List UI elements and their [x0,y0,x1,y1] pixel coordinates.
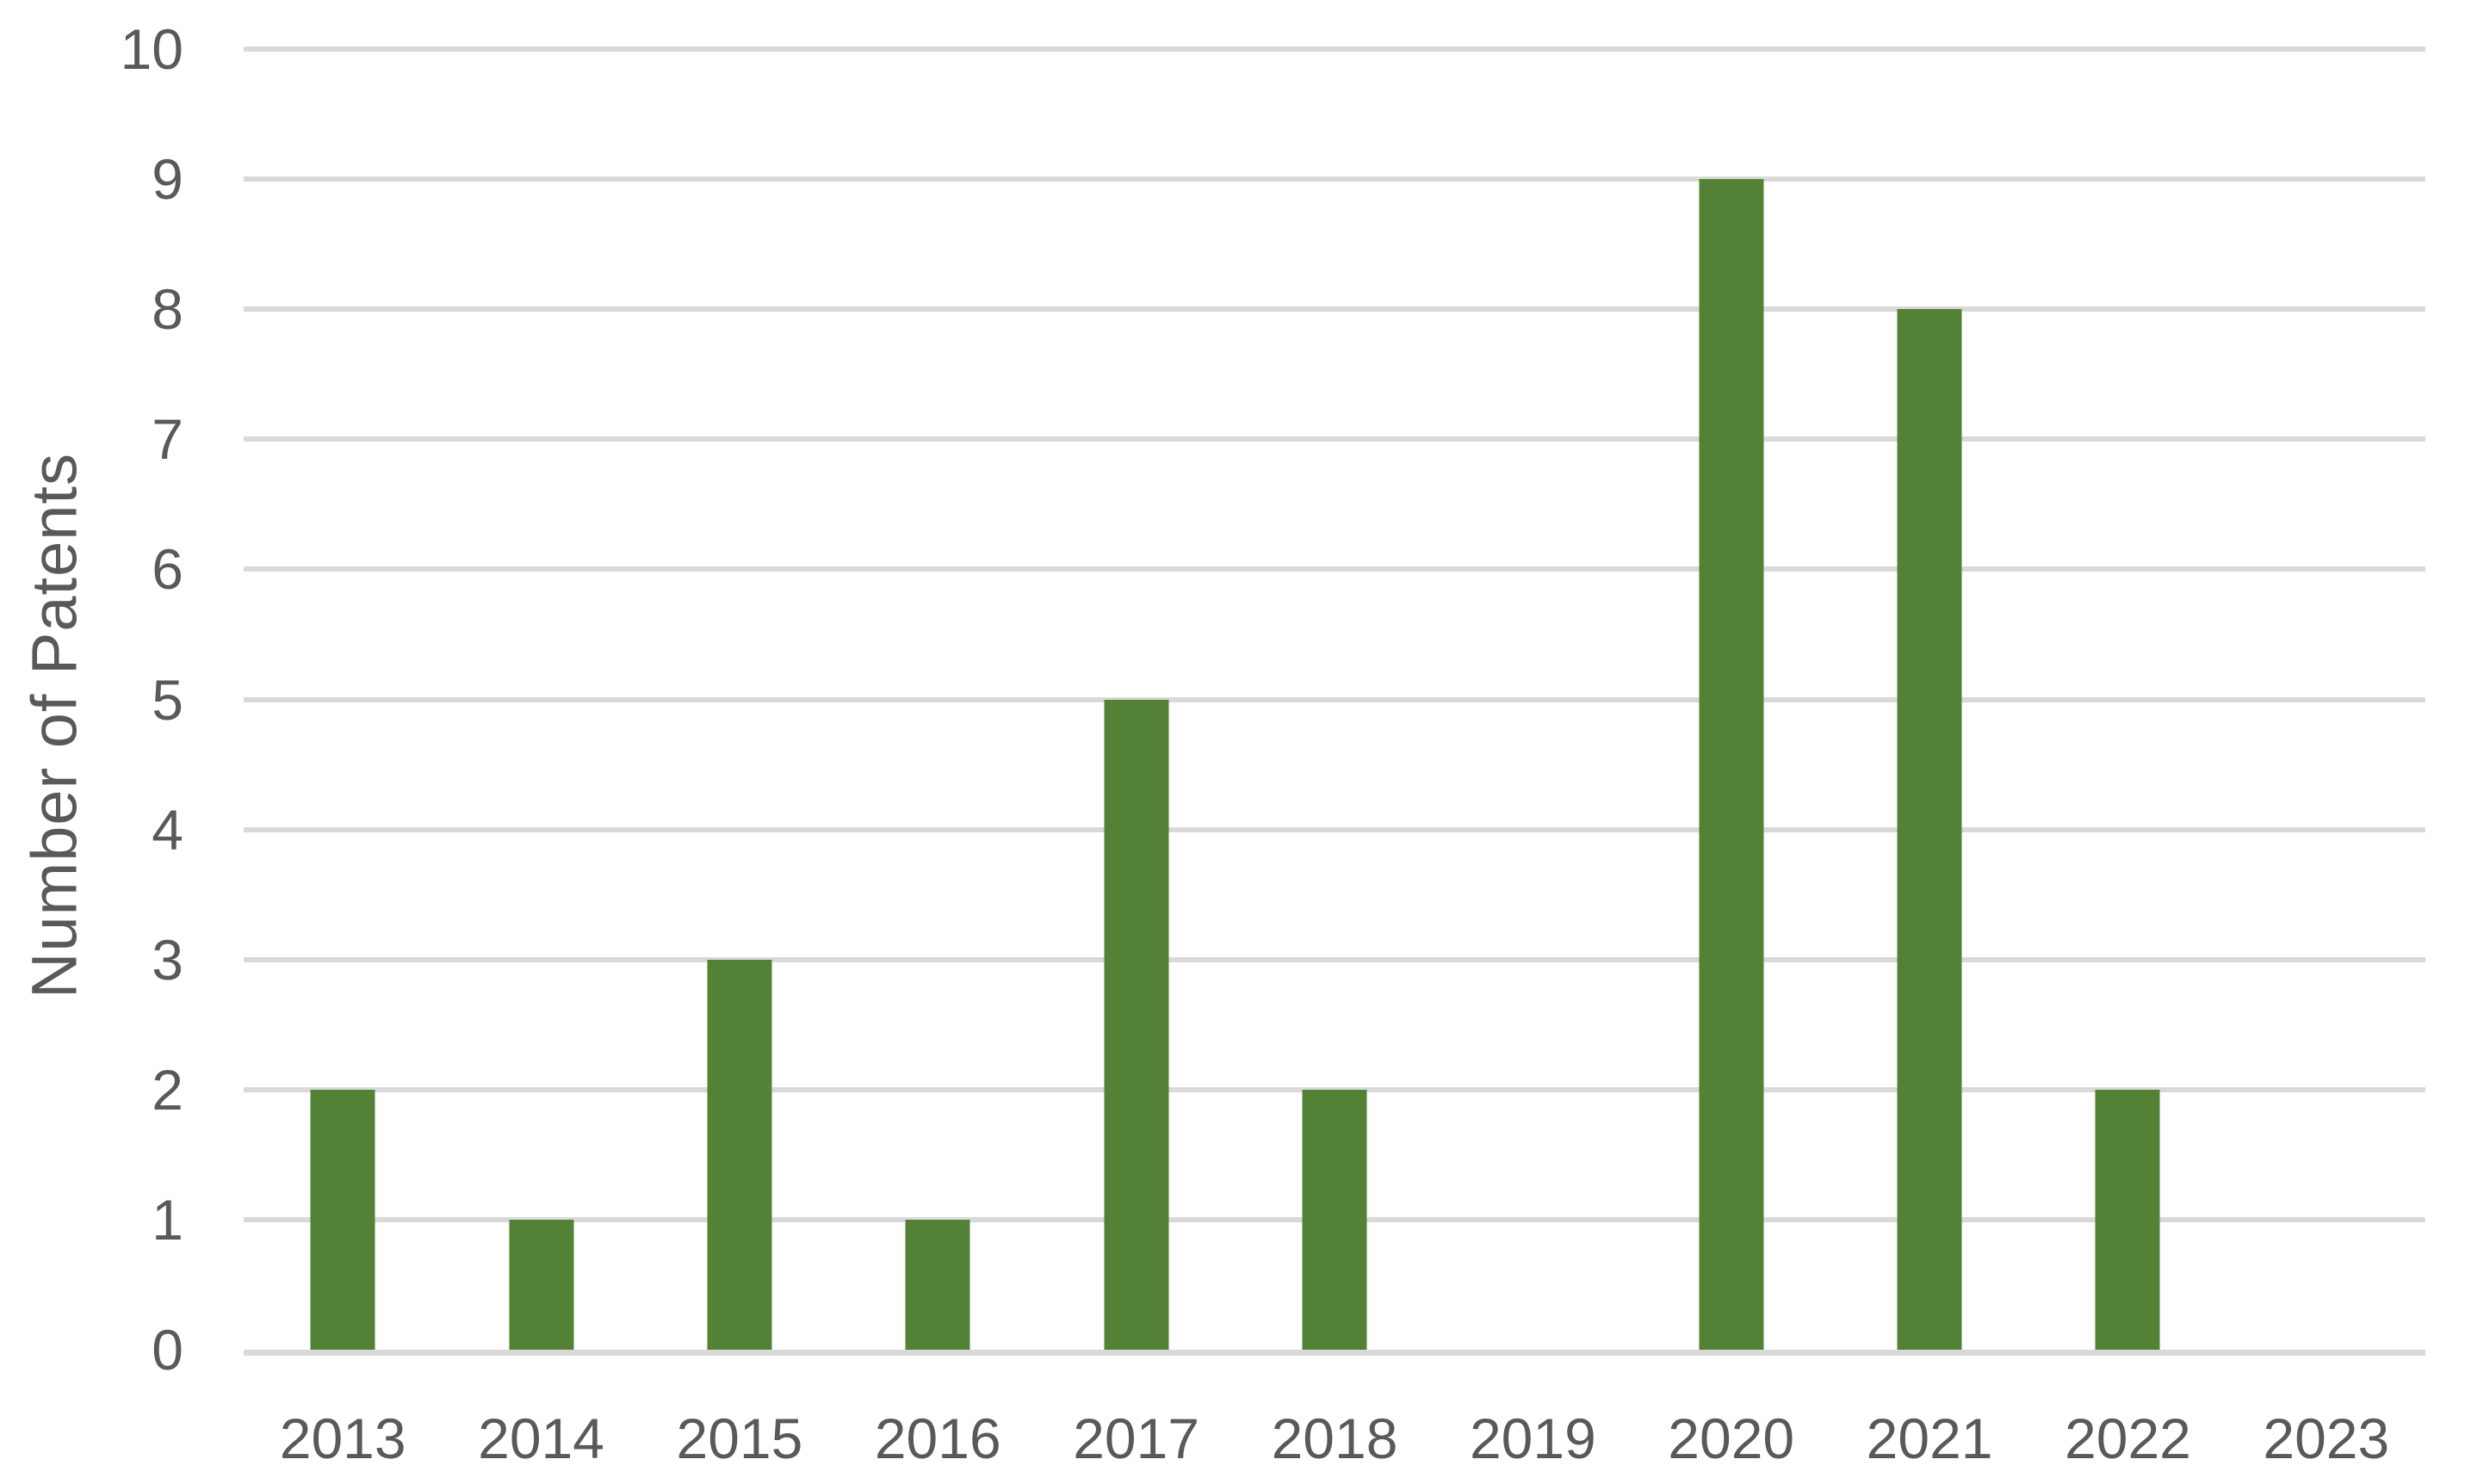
bar-2017 [1104,699,1169,1350]
x-tick-label-2016: 2016 [874,1407,1001,1470]
plot-area [244,46,2425,1356]
bar-2021 [1897,309,1962,1350]
x-tick-label-2021: 2021 [1866,1407,1993,1470]
y-tick-label-5: 5 [152,667,183,732]
x-tick-label-2022: 2022 [2065,1407,2191,1470]
y-tick-label-8: 8 [152,277,183,342]
bar-2014 [509,1219,574,1350]
y-tick-label-9: 9 [152,147,183,212]
x-axis-line [244,1350,2425,1356]
gridline-7 [244,436,2425,442]
bar-2015 [707,959,772,1350]
x-tick-label-2023: 2023 [2263,1407,2390,1470]
x-tick-label-2018: 2018 [1271,1407,1398,1470]
x-tick-label-2015: 2015 [676,1407,803,1470]
x-axis-tick-labels: 2013 2014 2015 2016 2017 2018 2019 2020 2021 2022… [244,1356,2425,1484]
y-tick-label-4: 4 [152,797,183,862]
bar-2018 [1302,1089,1367,1350]
bar-2020 [1699,179,1764,1350]
gridline-4 [244,826,2425,832]
gridline-10 [244,46,2425,52]
y-tick-label-0: 0 [152,1318,183,1382]
gridline-9 [244,176,2425,182]
y-tick-label-6: 6 [152,537,183,602]
bar-2013 [310,1089,375,1350]
x-tick-label-2019: 2019 [1469,1407,1596,1470]
y-axis-tick-labels: 0 1 2 3 4 5 6 7 8 9 10 [0,21,183,1378]
gridline-8 [244,306,2425,312]
gridline-5 [244,696,2425,702]
gridline-2 [244,1086,2425,1092]
gridline-3 [244,956,2425,962]
x-tick-label-2013: 2013 [279,1407,406,1470]
y-tick-label-10: 10 [120,17,183,81]
y-tick-label-3: 3 [152,927,183,992]
bar-2016 [905,1219,970,1350]
x-tick-label-2017: 2017 [1073,1407,1200,1470]
y-tick-label-7: 7 [152,407,183,472]
x-tick-label-2014: 2014 [478,1407,604,1470]
x-tick-label-2020: 2020 [1668,1407,1795,1470]
y-tick-label-2: 2 [152,1057,183,1122]
bar-2022 [2095,1089,2160,1350]
gridline-6 [244,566,2425,572]
y-tick-label-1: 1 [152,1187,183,1252]
